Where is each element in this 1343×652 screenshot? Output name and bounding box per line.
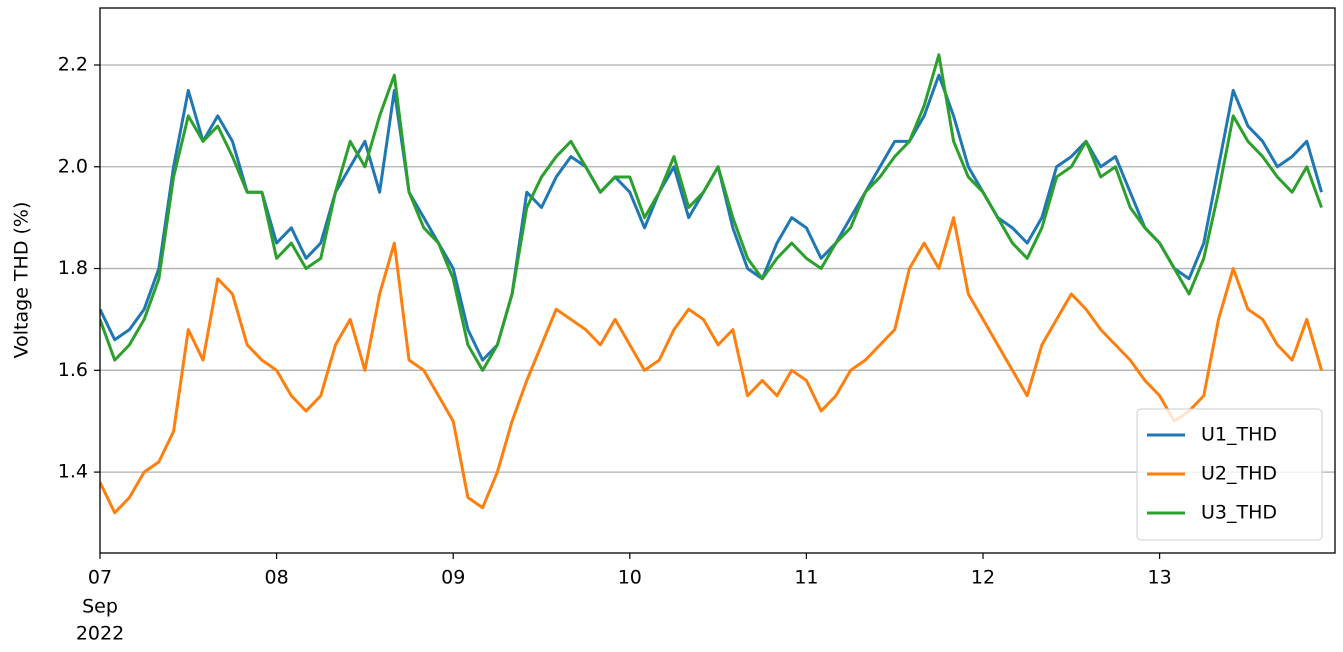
y-tick-label: 1.6 [58, 359, 88, 381]
series-line [100, 216, 1323, 515]
x-tick-label: 13 [1148, 567, 1172, 589]
x-tick-label: 11 [794, 567, 818, 589]
x-tick-label: 08 [265, 567, 289, 589]
y-tick-label: 1.4 [58, 461, 88, 483]
x-tick-label: 12 [971, 567, 995, 589]
x-tick-label: 07 [88, 567, 112, 589]
x-tick-sublabel: 2022 [76, 623, 124, 645]
axes-frame [99, 7, 1336, 554]
x-tick-label: 10 [618, 567, 642, 589]
y-tick-label: 1.8 [58, 257, 88, 279]
y-tick-label: 2.0 [58, 155, 88, 177]
legend-label: U2_THD [1201, 463, 1277, 485]
y-axis-label: Voltage THD (%) [11, 202, 33, 359]
series-line [100, 53, 1323, 372]
legend-label: U1_THD [1201, 424, 1277, 446]
y-tick-label: 2.2 [58, 53, 88, 75]
legend-label: U3_THD [1201, 502, 1277, 524]
plot-area [100, 53, 1323, 515]
x-tick-label: 09 [441, 567, 465, 589]
x-tick-sublabel: Sep [82, 596, 118, 618]
legend-box [1136, 408, 1323, 541]
